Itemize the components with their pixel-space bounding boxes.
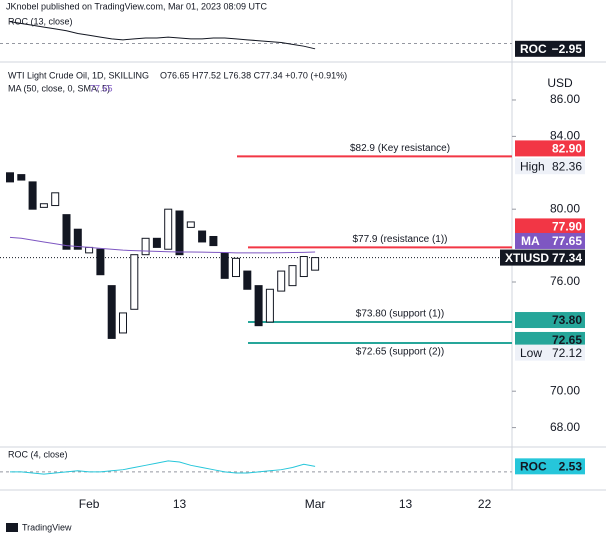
candle-body xyxy=(141,237,150,256)
badge-name: ROC xyxy=(520,460,547,474)
x-tick-label: Feb xyxy=(79,497,100,511)
low-badge-name: Low xyxy=(520,346,542,360)
high-badge-name: High xyxy=(520,159,545,173)
indicator-line xyxy=(9,21,316,50)
candle-body xyxy=(198,230,207,243)
candle-body xyxy=(51,192,60,207)
symbol-title: WTI Light Crude Oil, 1D, SKILLING xyxy=(8,70,149,80)
y-tick-label: 80.00 xyxy=(550,201,580,215)
level-badge-value: 77.90 xyxy=(552,220,582,234)
currency: USD xyxy=(547,76,573,90)
y-tick-label: 76.00 xyxy=(550,274,580,288)
candle-body xyxy=(277,270,286,292)
price-badge xyxy=(515,458,585,475)
candle-body xyxy=(73,228,82,250)
ma-badge xyxy=(543,232,585,249)
ma-badge-name: MA xyxy=(521,234,540,248)
high-badge xyxy=(515,158,585,175)
ma-legend-value: 77.65 xyxy=(90,83,113,93)
candle-body xyxy=(119,312,127,334)
roc-title: ROC (4, close) xyxy=(8,449,68,459)
logo: TradingView xyxy=(22,522,72,532)
candle-body xyxy=(265,288,274,323)
x-tick-label: 22 xyxy=(478,497,492,511)
candle-body xyxy=(220,252,229,279)
y-tick-label: 68.00 xyxy=(550,420,580,434)
candle-body xyxy=(288,265,297,287)
candle-body xyxy=(6,172,14,183)
x-tick-label: 13 xyxy=(399,497,413,511)
level-label: $72.65 (support (2)) xyxy=(356,347,444,358)
candle-body xyxy=(152,237,161,248)
x-tick-label: 13 xyxy=(173,497,187,511)
badge-value: −2.95 xyxy=(552,42,583,56)
candle-body xyxy=(107,285,116,339)
ma-title: MA (50, close, 0, SMA, 5) xyxy=(8,83,110,93)
candle-body xyxy=(186,221,195,228)
badge-value: 2.53 xyxy=(559,460,583,474)
level-badge xyxy=(515,218,585,235)
badge-name: ROC xyxy=(520,42,547,56)
candle-body xyxy=(130,254,139,310)
candle-body xyxy=(232,257,240,278)
symbol-badge-value: 77.34 xyxy=(552,251,582,265)
level-badge xyxy=(515,312,585,329)
candle-body xyxy=(164,208,173,250)
roc-title: ROC (13, close) xyxy=(8,16,73,26)
candle-body xyxy=(39,203,48,208)
level-badge-value: 73.80 xyxy=(552,313,582,327)
level-badge xyxy=(515,140,585,157)
price-badge xyxy=(515,40,585,57)
level-badge xyxy=(515,331,585,348)
symbol-badge-name: XTIUSD xyxy=(505,251,549,265)
level-badge-value: 82.90 xyxy=(552,142,582,156)
ma-badge-value: 77.65 xyxy=(552,234,582,248)
candle-body xyxy=(175,210,184,256)
high-badge-value: 82.36 xyxy=(552,159,582,173)
publisher: JKnobel published on TradingView.com, Ma… xyxy=(6,1,267,11)
quote: O76.65 H77.52 L76.38 C77.34 +0.70 (+0.91… xyxy=(160,70,347,80)
level-label: $73.80 (support (1)) xyxy=(356,309,444,320)
candle-body xyxy=(243,270,252,290)
ma-badge xyxy=(515,232,543,249)
candle-body xyxy=(17,174,26,181)
y-tick-label: 86.00 xyxy=(550,92,580,106)
y-tick-label: 70.00 xyxy=(550,383,580,397)
candle-body xyxy=(209,235,218,247)
candle-body xyxy=(28,181,37,210)
y-tick-label: 84.00 xyxy=(550,129,580,143)
indicator-line xyxy=(10,460,316,475)
level-badge-value: 72.65 xyxy=(552,333,582,347)
low-badge xyxy=(515,344,585,361)
candle-body xyxy=(311,257,320,271)
ma-line xyxy=(9,236,316,254)
low-badge-value: 72.12 xyxy=(552,346,582,360)
level-label: $82.9 (Key resistance) xyxy=(350,143,450,154)
candle-body xyxy=(96,248,105,276)
candle-body xyxy=(299,256,308,278)
candle-body xyxy=(254,285,263,327)
candle-body xyxy=(62,214,71,250)
level-label: $77.9 (resistance (1)) xyxy=(352,234,447,245)
logo-icon xyxy=(6,523,18,532)
symbol-badge xyxy=(500,249,585,266)
x-tick-label: Mar xyxy=(305,497,326,511)
candle-body xyxy=(85,246,94,254)
